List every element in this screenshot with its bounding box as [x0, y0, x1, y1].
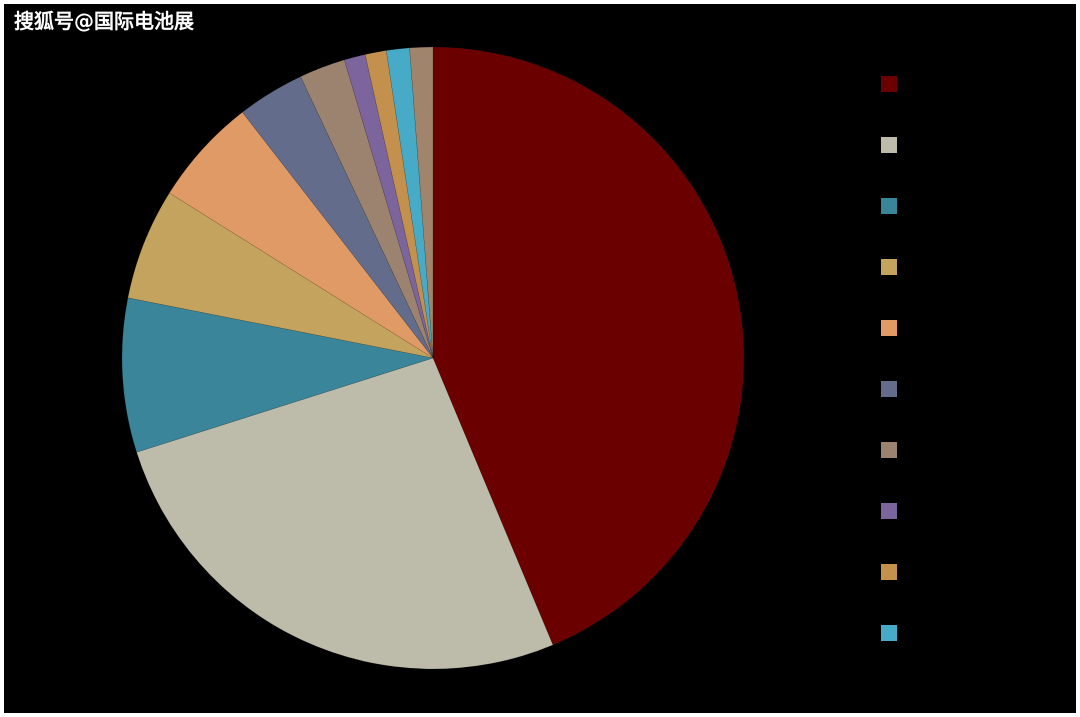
pie-slice	[169, 112, 434, 359]
legend-swatch	[881, 442, 897, 458]
pie-slice	[127, 192, 434, 359]
watermark: 搜狐号@国际电池展	[14, 9, 194, 33]
legend-swatch	[881, 137, 897, 153]
pie-slice	[409, 46, 434, 359]
legend-swatch	[881, 320, 897, 336]
legend-swatch	[881, 198, 897, 214]
pie-slice	[121, 297, 434, 453]
legend-swatch	[881, 259, 897, 275]
pie-slice	[386, 47, 434, 359]
pie-slice	[432, 46, 745, 646]
legend-swatch	[881, 381, 897, 397]
pie-slice	[364, 50, 434, 359]
legend-swatch	[881, 625, 897, 641]
pie-slice	[242, 76, 434, 359]
legend-swatch	[881, 503, 897, 519]
pie-slice	[300, 59, 434, 359]
legend-swatch	[881, 564, 897, 580]
pie-slice	[136, 357, 554, 670]
legend-swatch	[881, 76, 897, 92]
pie-slice	[344, 54, 434, 359]
